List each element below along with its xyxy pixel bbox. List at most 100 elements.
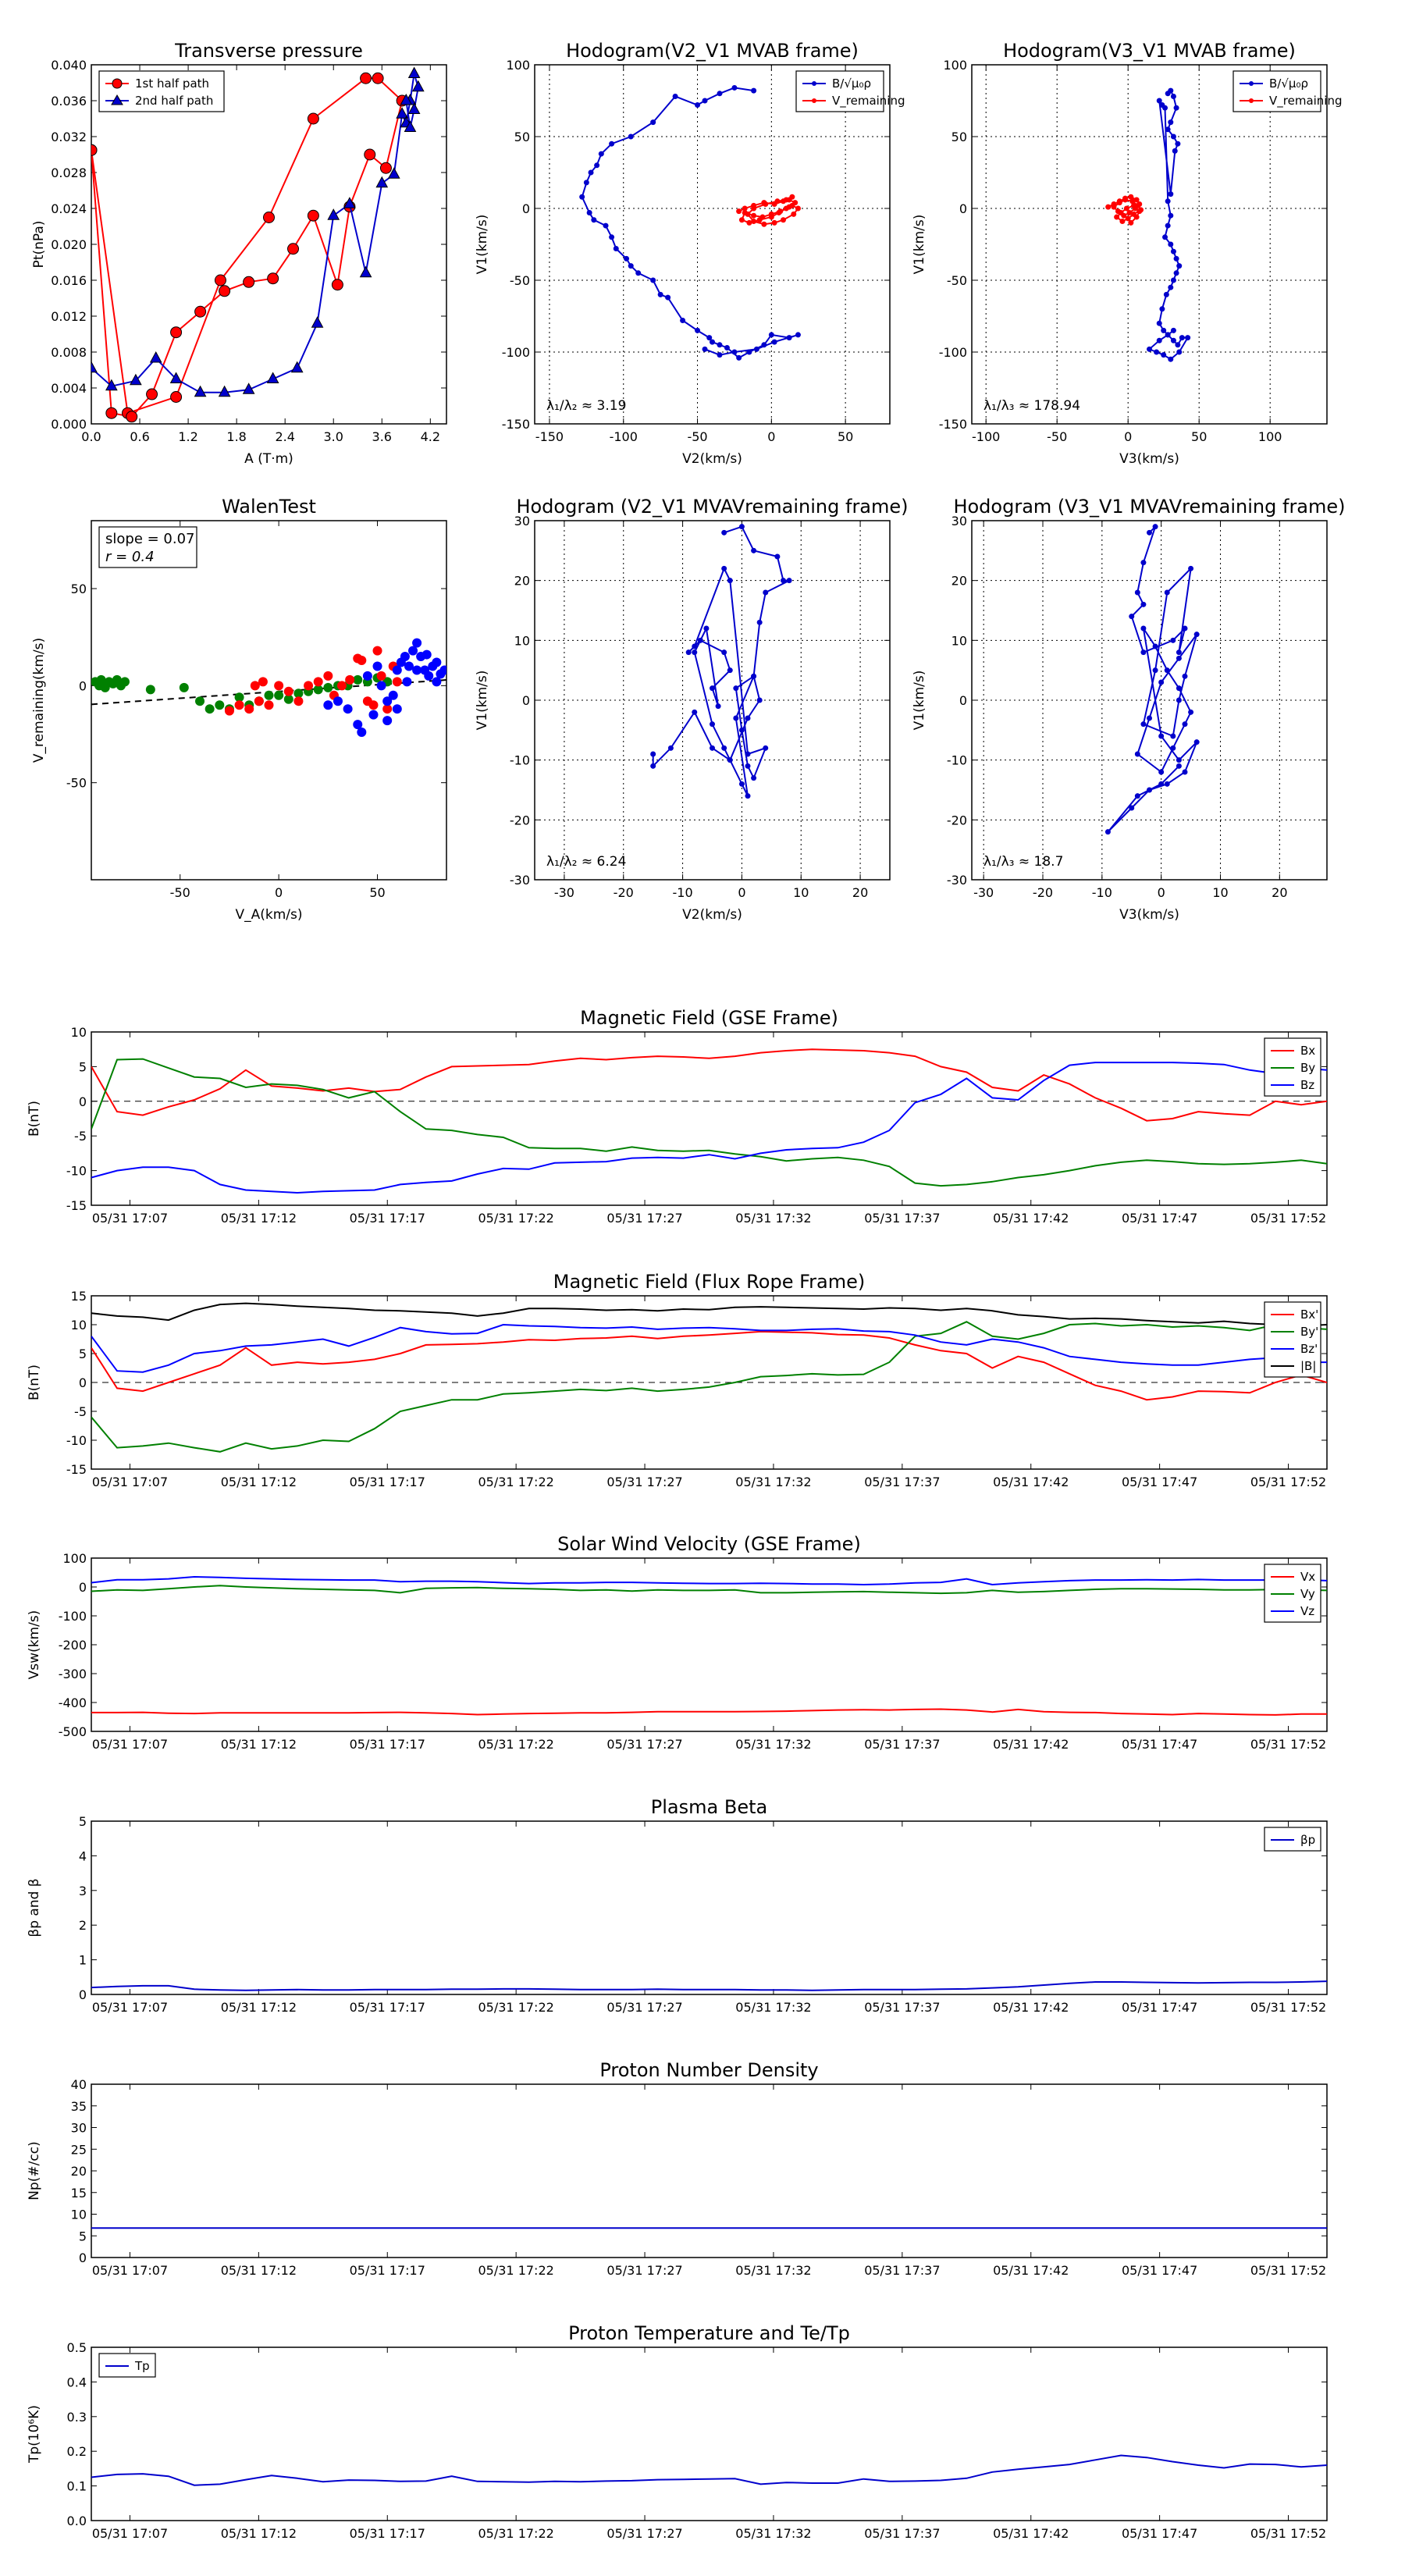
data-point <box>105 407 118 419</box>
data-point <box>1188 709 1194 715</box>
data-point <box>359 265 372 278</box>
data-point <box>715 703 721 710</box>
data-point <box>234 700 244 710</box>
data-point <box>1165 332 1171 338</box>
y-tick-label: -10 <box>947 753 967 768</box>
fit-slope: slope = 0.07 <box>105 531 195 547</box>
x-tick-label: 05/31 17:12 <box>221 2263 297 2278</box>
data-point <box>360 72 372 84</box>
y-tick-label: 5 <box>79 1059 87 1074</box>
series-line-0 <box>91 2454 1327 2486</box>
eigenvalue-ratio: λ₁/λ₂ ≈ 6.24 <box>546 854 626 870</box>
data-point <box>742 205 748 212</box>
data-point <box>695 327 701 333</box>
x-tick-label: 05/31 17:27 <box>606 2263 682 2278</box>
y-tick-label: 20 <box>71 2164 87 2179</box>
y-tick-label: 10 <box>71 1318 87 1332</box>
data-point <box>214 274 226 286</box>
x-tick-label: 05/31 17:22 <box>478 1737 554 1752</box>
legend-label: Vz <box>1300 1604 1314 1618</box>
x-tick-label: 3.0 <box>324 429 343 444</box>
data-point <box>702 346 708 352</box>
data-point <box>692 643 698 649</box>
y-tick-label: 30 <box>514 514 530 528</box>
y-tick-label: 20 <box>514 574 530 589</box>
data-point <box>1135 202 1141 208</box>
x-tick-label: 05/31 17:27 <box>606 2526 682 2541</box>
data-point <box>1170 337 1176 343</box>
legend-label: Bx <box>1300 1044 1315 1058</box>
data-point <box>224 706 234 716</box>
chart-vsw: Solar Wind Velocity (GSE Frame) -500 -400 -… <box>27 1533 1328 1752</box>
data-point <box>382 696 393 706</box>
y-tick-label: 0.1 <box>67 2479 87 2494</box>
legend-marker <box>112 78 123 89</box>
x-tick-label: 50 <box>369 885 385 900</box>
data-point <box>783 197 789 203</box>
y-tick-label: 15 <box>71 2186 87 2201</box>
plot-area <box>91 1302 1327 1453</box>
data-point <box>368 710 379 720</box>
y-tick-label: 0 <box>79 678 87 693</box>
data-point <box>1147 787 1152 793</box>
x-tick-label: 05/31 17:07 <box>92 2263 168 2278</box>
data-point <box>1136 208 1143 215</box>
data-point <box>594 162 600 169</box>
data-point <box>179 682 189 692</box>
data-point <box>1152 643 1158 649</box>
data-point <box>586 210 592 216</box>
legend-label: Bx' <box>1300 1308 1318 1322</box>
data-point <box>149 350 162 363</box>
data-point <box>1162 234 1168 240</box>
data-point <box>1176 763 1182 769</box>
legend-label: Bz <box>1300 1078 1314 1092</box>
data-point <box>650 119 656 126</box>
axes-frame <box>971 520 1328 881</box>
data-point <box>717 91 723 97</box>
x-tick-label: 05/31 17:37 <box>864 2263 940 2278</box>
data-point <box>1152 667 1158 674</box>
chart-title: Transverse pressure <box>174 40 363 62</box>
data-point <box>1175 141 1181 147</box>
x-tick-label: 05/31 17:27 <box>606 1737 682 1752</box>
data-point <box>408 646 418 656</box>
data-point <box>591 217 597 223</box>
y-axis-label: Np(#/cc) <box>27 2141 42 2200</box>
x-tick-label: -30 <box>554 885 574 900</box>
x-tick-label: 05/31 17:37 <box>864 1737 940 1752</box>
data-point <box>771 219 777 226</box>
data-point <box>624 255 630 262</box>
data-point <box>1176 263 1183 269</box>
data-point <box>91 361 98 373</box>
plot-area <box>91 638 446 738</box>
data-point <box>402 677 412 687</box>
legend: Bx' By' Bz' |B| <box>1264 1301 1321 1378</box>
data-point <box>786 578 792 584</box>
x-tick-label: 05/31 17:22 <box>478 2000 554 2015</box>
data-point <box>194 305 207 318</box>
legend-label: B/√μ₀ρ <box>1269 76 1308 91</box>
data-point <box>382 704 393 714</box>
legend-marker <box>1249 81 1254 86</box>
y-tick-label: 10 <box>514 633 530 648</box>
data-point <box>1182 625 1188 632</box>
data-point <box>731 84 738 91</box>
data-point <box>422 649 432 660</box>
x-tick-label: -20 <box>1033 885 1053 900</box>
x-tick-label: -50 <box>687 429 707 444</box>
legend-label: B/√μ₀ρ <box>832 76 871 91</box>
y-tick-label: 0 <box>959 693 967 708</box>
data-point <box>1122 197 1129 203</box>
x-tick-label: 05/31 17:32 <box>735 1211 811 1226</box>
data-point <box>357 656 367 666</box>
chart-title: Proton Temperature and Te/Tp <box>568 2322 850 2344</box>
chart-h1: Hodogram(V2_V1 MVAB frame) -150 -100 -50 0 50… <box>475 40 905 467</box>
x-tick-label: -100 <box>610 429 638 444</box>
data-point <box>1172 148 1178 154</box>
data-point <box>795 332 801 338</box>
x-tick-label: 05/31 17:12 <box>221 1211 297 1226</box>
x-tick-label: 05/31 17:07 <box>92 2000 168 2015</box>
x-tick-label: 05/31 17:47 <box>1122 1737 1197 1752</box>
series-line-0 <box>1107 525 1198 833</box>
data-point <box>721 565 727 571</box>
